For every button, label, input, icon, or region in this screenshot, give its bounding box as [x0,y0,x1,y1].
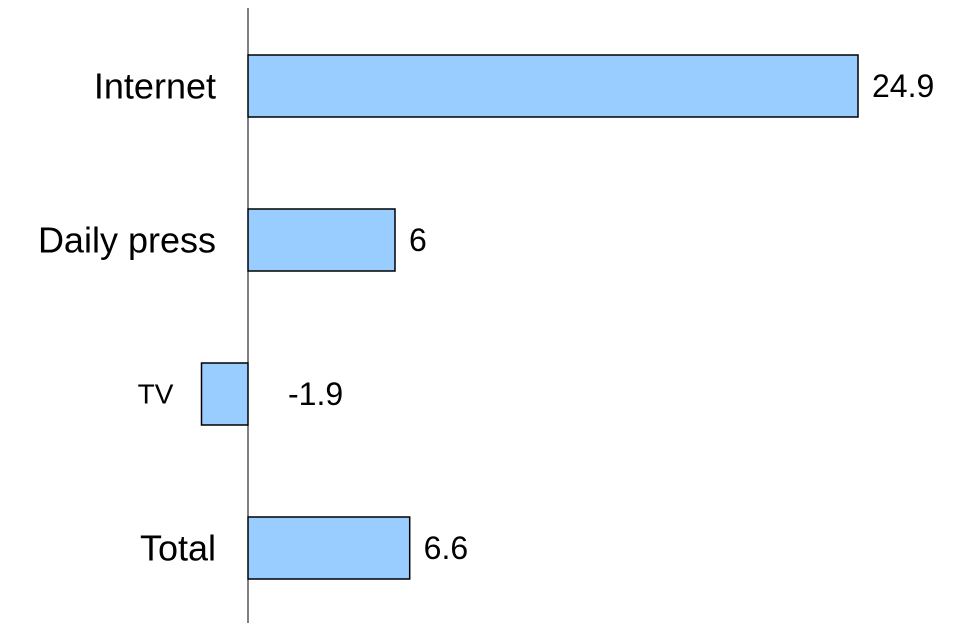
category-label: Total [140,528,216,569]
value-label: 24.9 [872,68,934,104]
bar-daily-press [247,208,396,272]
bar-internet [247,54,859,118]
value-label: 6 [409,222,427,258]
bars-layer [200,54,859,580]
labels-layer: Internet 24.9 Daily press 6 TV -1.9 Total 6.6 [38,66,934,569]
bar-tv [200,362,249,426]
bar-total [247,516,411,580]
category-label: Daily press [38,220,216,261]
value-label: 6.6 [424,530,468,566]
value-label: -1.9 [288,376,343,412]
category-label: TV [138,379,174,410]
category-label: Internet [94,66,216,107]
